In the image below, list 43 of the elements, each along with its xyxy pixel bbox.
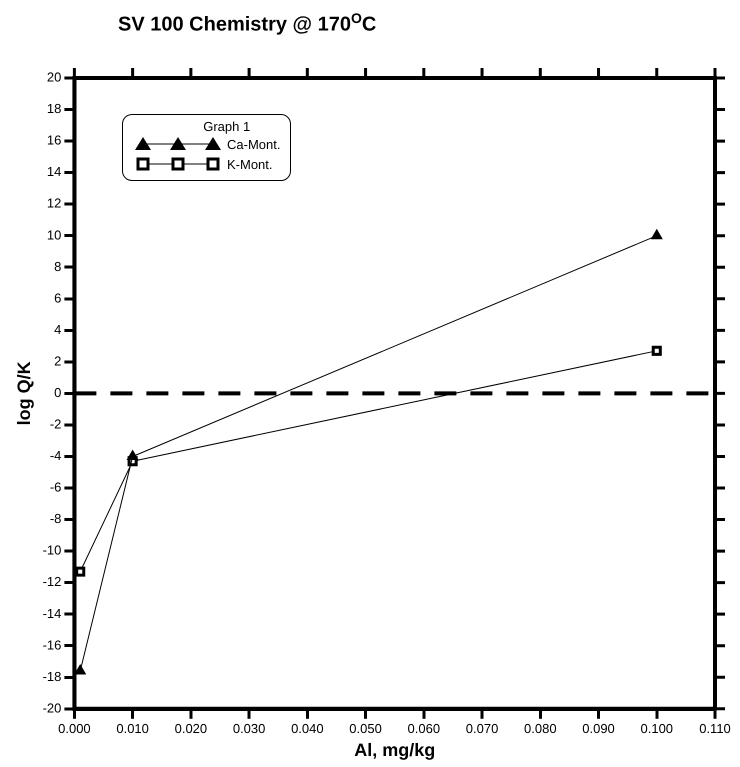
legend-label: K-Mont. xyxy=(227,156,273,172)
x-tick-label: 0.000 xyxy=(58,721,91,736)
x-tick-label: 0.090 xyxy=(582,721,615,736)
x-tick-label: 0.080 xyxy=(524,721,557,736)
x-tick-label: 0.050 xyxy=(349,721,382,736)
y-tick-label: 4 xyxy=(54,322,62,337)
y-tick-label: 10 xyxy=(46,227,62,242)
y-tick-label: 8 xyxy=(54,258,62,274)
point xyxy=(652,346,662,356)
y-tick-label: -18 xyxy=(42,668,62,684)
x-tick-label: 0.060 xyxy=(408,721,440,736)
y-tick-label: -6 xyxy=(50,480,62,495)
y-tick-label: 16 xyxy=(46,132,62,148)
y-tick-label: -14 xyxy=(42,606,62,621)
x-tick-label: 0.070 xyxy=(466,721,498,736)
y-tick-label: 18 xyxy=(46,101,62,116)
x-tick-label: 0.100 xyxy=(640,721,674,736)
x-tick-label: 0.010 xyxy=(116,721,149,736)
y-tick-label: -10 xyxy=(42,542,62,558)
x-tick-label: 0.030 xyxy=(232,721,266,736)
point xyxy=(126,450,138,460)
point xyxy=(75,566,86,577)
y-tick-label: 6 xyxy=(54,290,62,306)
chart-title: SV 100 Chemistry @ 170$^{O}$C xyxy=(118,10,376,37)
y-tick-label: -4 xyxy=(50,448,62,464)
legend-title: Graph 1 xyxy=(202,119,252,134)
legend-label: Ca-Mont. xyxy=(227,136,280,152)
point xyxy=(651,229,662,240)
y-tick-label: 2 xyxy=(54,353,62,368)
y-tick-label: -8 xyxy=(50,511,62,526)
x-tick-label: 0.040 xyxy=(291,721,324,736)
x-tick-label: 0.020 xyxy=(174,721,208,736)
x-tick-label: 0.110 xyxy=(699,721,731,736)
y-tick-label: 14 xyxy=(46,164,62,180)
x-axis-title: Al, mg/kg xyxy=(354,740,436,760)
y-tick-label: -12 xyxy=(42,574,62,590)
y-tick-label: 0 xyxy=(54,384,62,400)
y-tick-label: -2 xyxy=(50,416,62,432)
y-tick-label: -16 xyxy=(42,637,62,652)
y-tick-label: 12 xyxy=(46,196,62,211)
y-tick-label: -20 xyxy=(42,700,62,716)
y-axis-title: log Q/K xyxy=(14,361,34,426)
y-tick-label: 20 xyxy=(46,70,62,85)
